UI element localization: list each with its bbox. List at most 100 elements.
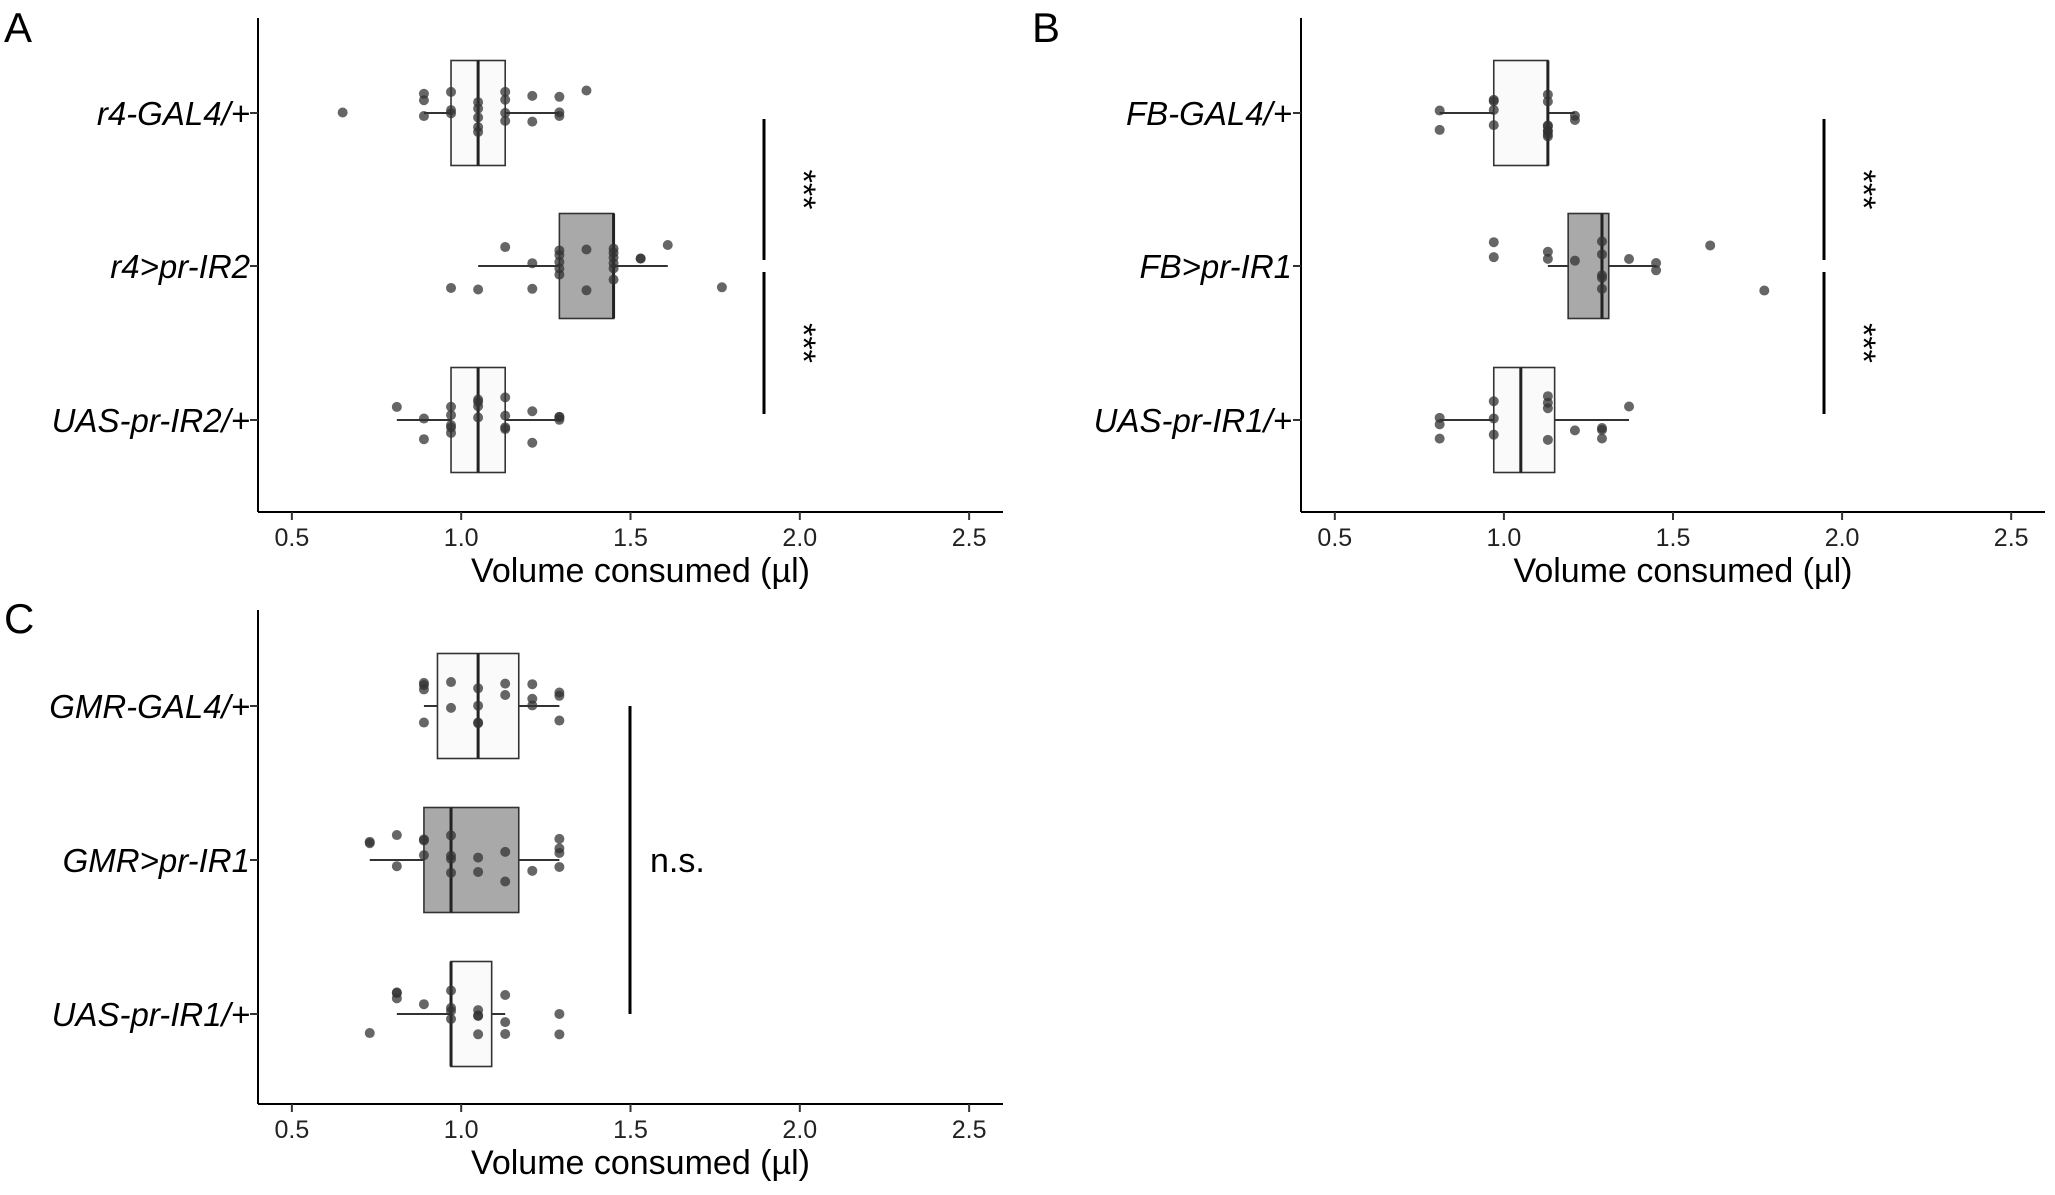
data-point bbox=[1542, 246, 1553, 257]
data-point bbox=[446, 108, 457, 119]
x-tick-label: 2.0 bbox=[782, 524, 817, 552]
x-tick-label: 0.5 bbox=[1317, 524, 1352, 552]
data-point bbox=[446, 677, 457, 688]
data-point bbox=[1596, 423, 1607, 434]
data-point bbox=[473, 412, 484, 423]
category-label: UAS-pr-IR1/+ bbox=[52, 996, 250, 1033]
category-label: FB-GAL4/+ bbox=[1126, 95, 1292, 132]
data-point bbox=[473, 1029, 484, 1040]
significance-label: *** bbox=[784, 323, 822, 363]
data-point bbox=[1624, 253, 1635, 264]
x-tick-label: 1.5 bbox=[1656, 524, 1691, 552]
data-point bbox=[418, 413, 429, 424]
x-tick-label: 1.5 bbox=[613, 1116, 648, 1144]
x-tick-label: 1.5 bbox=[613, 524, 648, 552]
data-point bbox=[1488, 237, 1499, 248]
data-point bbox=[446, 702, 457, 713]
data-point bbox=[1542, 120, 1553, 131]
data-point bbox=[1651, 258, 1662, 269]
data-point bbox=[581, 285, 592, 296]
category-label: UAS-pr-IR2/+ bbox=[52, 402, 250, 439]
x-axis-title: Volume consumed (µl) bbox=[471, 552, 810, 590]
significance-label: *** bbox=[1844, 170, 1882, 210]
data-point bbox=[662, 239, 673, 250]
significance-label: *** bbox=[784, 170, 822, 210]
x-tick-label: 2.5 bbox=[952, 524, 987, 552]
data-point bbox=[500, 678, 511, 689]
data-point bbox=[364, 838, 375, 849]
data-point bbox=[1542, 434, 1553, 445]
data-point bbox=[364, 1028, 375, 1039]
data-point bbox=[554, 250, 565, 261]
data-point bbox=[581, 85, 592, 96]
category-label: GMR>pr-IR1 bbox=[63, 842, 250, 879]
data-point bbox=[1488, 94, 1499, 105]
data-point bbox=[500, 689, 511, 700]
box bbox=[423, 806, 520, 914]
x-tick-label: 2.0 bbox=[782, 1116, 817, 1144]
box bbox=[450, 960, 493, 1068]
data-point bbox=[500, 107, 511, 118]
data-point bbox=[473, 700, 484, 711]
data-point bbox=[1488, 252, 1499, 263]
panel-letter: B bbox=[1032, 4, 1060, 51]
data-point bbox=[446, 850, 457, 861]
data-point bbox=[1596, 433, 1607, 444]
data-point bbox=[473, 1005, 484, 1016]
data-point bbox=[1434, 419, 1445, 430]
data-point bbox=[527, 406, 538, 417]
data-point bbox=[500, 410, 511, 421]
x-tick-label: 1.0 bbox=[444, 524, 479, 552]
category-label: r4-GAL4/+ bbox=[97, 95, 250, 132]
data-point bbox=[1434, 105, 1445, 116]
data-point bbox=[500, 846, 511, 857]
data-point bbox=[527, 116, 538, 127]
category-label: GMR-GAL4/+ bbox=[49, 688, 250, 725]
data-point bbox=[1596, 272, 1607, 283]
data-point bbox=[527, 437, 538, 448]
data-point bbox=[473, 852, 484, 863]
x-tick-label: 2.5 bbox=[952, 1116, 987, 1144]
data-point bbox=[554, 690, 565, 701]
data-point bbox=[446, 985, 457, 996]
data-point bbox=[391, 401, 402, 412]
data-point bbox=[554, 847, 565, 858]
data-point bbox=[1569, 425, 1580, 436]
box bbox=[558, 212, 615, 320]
data-point bbox=[554, 861, 565, 872]
data-point bbox=[1651, 265, 1662, 276]
x-tick-label: 1.0 bbox=[1487, 524, 1522, 552]
data-point bbox=[446, 867, 457, 878]
data-point bbox=[1542, 397, 1553, 408]
data-point bbox=[500, 115, 511, 126]
data-point bbox=[527, 679, 538, 690]
data-point bbox=[473, 718, 484, 729]
data-point bbox=[1569, 110, 1580, 121]
data-point bbox=[446, 282, 457, 293]
data-point bbox=[554, 833, 565, 844]
x-axis-title: Volume consumed (µl) bbox=[471, 1144, 810, 1182]
data-point bbox=[418, 95, 429, 106]
data-point bbox=[1488, 120, 1499, 131]
data-point bbox=[391, 830, 402, 841]
data-point bbox=[473, 683, 484, 694]
data-point bbox=[1488, 104, 1499, 115]
data-point bbox=[446, 830, 457, 841]
panel-letter: A bbox=[4, 4, 32, 51]
data-point bbox=[418, 850, 429, 861]
data-point bbox=[581, 244, 592, 255]
category-label: r4>pr-IR2 bbox=[110, 248, 250, 285]
data-point bbox=[418, 999, 429, 1010]
data-point bbox=[446, 422, 457, 433]
data-point bbox=[554, 269, 565, 280]
data-point bbox=[418, 111, 429, 122]
data-point bbox=[473, 866, 484, 877]
data-point bbox=[500, 94, 511, 105]
data-point bbox=[1569, 255, 1580, 266]
data-point bbox=[527, 693, 538, 704]
category-label: FB>pr-IR1 bbox=[1139, 248, 1292, 285]
x-tick-label: 2.0 bbox=[1825, 524, 1860, 552]
data-point bbox=[554, 715, 565, 726]
